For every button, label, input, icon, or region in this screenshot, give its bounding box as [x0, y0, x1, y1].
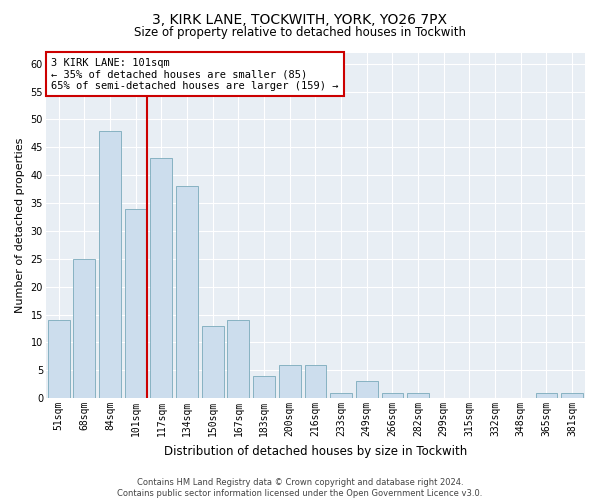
Bar [48, 320, 70, 398]
Bar [330, 392, 352, 398]
Text: 3 KIRK LANE: 101sqm
← 35% of detached houses are smaller (85)
65% of semi-detach: 3 KIRK LANE: 101sqm ← 35% of detached ho… [51, 58, 339, 91]
Bar [253, 376, 275, 398]
Bar [202, 326, 224, 398]
Text: Contains HM Land Registry data © Crown copyright and database right 2024.
Contai: Contains HM Land Registry data © Crown c… [118, 478, 482, 498]
Bar [279, 364, 301, 398]
X-axis label: Distribution of detached houses by size in Tockwith: Distribution of detached houses by size … [164, 444, 467, 458]
Text: Size of property relative to detached houses in Tockwith: Size of property relative to detached ho… [134, 26, 466, 39]
Bar [356, 382, 377, 398]
Bar [73, 259, 95, 398]
Bar [151, 158, 172, 398]
Bar [99, 130, 121, 398]
Bar [382, 392, 403, 398]
Bar [176, 186, 198, 398]
Bar [227, 320, 250, 398]
Bar [125, 208, 146, 398]
Bar [536, 392, 557, 398]
Y-axis label: Number of detached properties: Number of detached properties [15, 138, 25, 313]
Bar [305, 364, 326, 398]
Bar [561, 392, 583, 398]
Text: 3, KIRK LANE, TOCKWITH, YORK, YO26 7PX: 3, KIRK LANE, TOCKWITH, YORK, YO26 7PX [152, 12, 448, 26]
Bar [407, 392, 429, 398]
